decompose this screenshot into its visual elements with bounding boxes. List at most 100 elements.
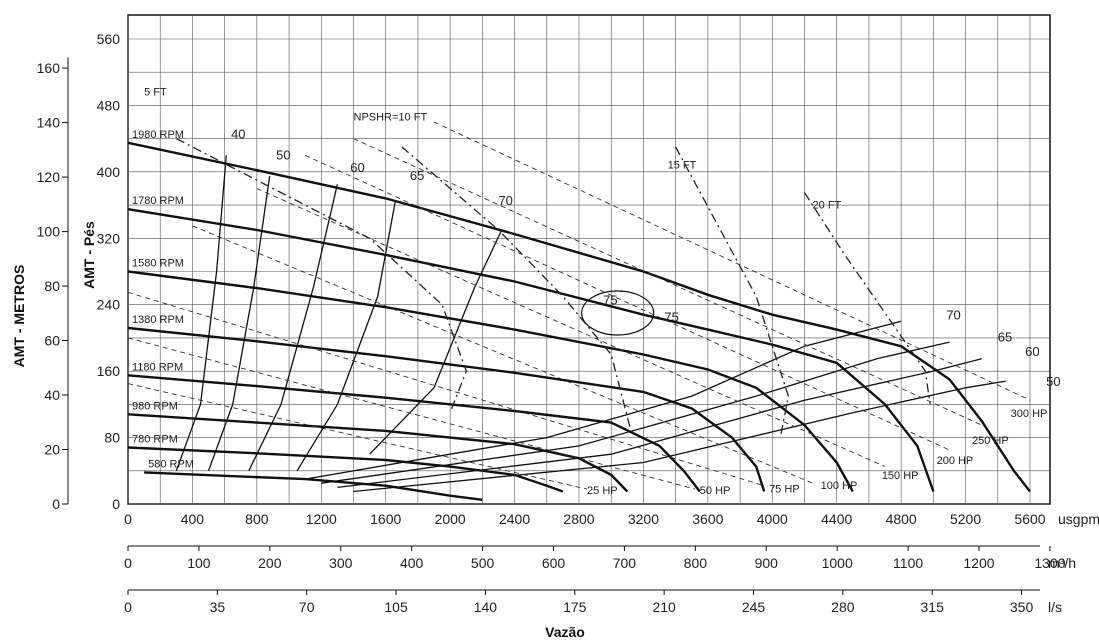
x-tick-m3h: 1200 — [963, 555, 994, 571]
x-tick-usgpm: 0 — [124, 511, 132, 527]
x-tick-ls: 105 — [384, 599, 408, 615]
x-unit-m3h: m³/h — [1048, 555, 1076, 571]
x-tick-ls: 210 — [652, 599, 676, 615]
y-tick-feet: 560 — [97, 31, 121, 47]
x-tick-usgpm: 4800 — [886, 511, 917, 527]
y-tick-feet: 480 — [97, 97, 121, 113]
power-label: 150 HP — [882, 470, 919, 482]
x-tick-usgpm: 3200 — [628, 511, 659, 527]
x-tick-ls: 175 — [563, 599, 587, 615]
efficiency-label: 50 — [1046, 374, 1060, 389]
power-line — [127, 337, 696, 490]
x-tick-ls: 350 — [1010, 599, 1034, 615]
npshr-label: NPSHR=10 FT — [354, 111, 428, 123]
x-tick-usgpm: 4000 — [757, 511, 788, 527]
x-unit-usgpm: usgpm — [1058, 511, 1099, 527]
speed-curve — [127, 208, 935, 492]
power-line — [256, 188, 886, 468]
efficiency-label: 75 — [603, 293, 617, 308]
speed-curve-label: 580 RPM — [148, 458, 194, 470]
npshr-label: 20 FT — [813, 199, 842, 211]
efficiency-label: 70 — [498, 193, 512, 208]
x-tick-ls: 280 — [831, 599, 855, 615]
x-tick-usgpm: 2400 — [499, 511, 530, 527]
y-tick-meters: 80 — [44, 278, 60, 294]
efficiency-label: 60 — [350, 160, 364, 175]
speed-curve — [127, 413, 629, 493]
speed-curve-label: 780 RPM — [132, 434, 178, 446]
x-tick-ls: 140 — [474, 599, 498, 615]
annotations: 1980 RPM 1780 RPM 1580 RPM 1380 RPM 1180 RPM… — [132, 86, 1061, 497]
y-tick-meters: 0 — [52, 496, 60, 512]
efficiency-label: 65 — [998, 329, 1012, 344]
x-tick-m3h: 400 — [400, 555, 424, 571]
x-tick-ls: 315 — [921, 599, 945, 615]
power-label: 25 HP — [587, 485, 618, 497]
x-unit-ls: l/s — [1048, 599, 1062, 615]
speed-curve-label: 1580 RPM — [132, 258, 184, 270]
efficiency-curve — [337, 358, 982, 489]
power-line — [127, 383, 588, 490]
y-tick-meters: 100 — [37, 224, 61, 240]
x-tick-m3h: 700 — [613, 555, 637, 571]
efficiency-curve — [207, 175, 271, 472]
npshr-line — [675, 146, 790, 438]
y-tick-meters: 160 — [37, 60, 61, 76]
y-tick-meters: 40 — [44, 387, 60, 403]
speed-curve — [144, 471, 483, 501]
power-line — [433, 121, 1031, 401]
x-tick-m3h: 500 — [471, 555, 495, 571]
gridlines — [127, 15, 1050, 505]
speed-curve-label: 1180 RPM — [132, 361, 183, 373]
efficiency-label: 40 — [231, 127, 245, 142]
y-tick-meters: 60 — [44, 333, 60, 349]
x-tick-m3h: 1100 — [893, 555, 923, 571]
speed-curve-label: 1380 RPM — [132, 314, 184, 326]
x-tick-usgpm: 800 — [245, 511, 269, 527]
power-line — [127, 291, 765, 487]
plot-area — [127, 14, 1051, 505]
speed-curve-label: 980 RPM — [132, 400, 178, 412]
efficiency-label: 50 — [276, 147, 290, 162]
speed-curve — [127, 374, 701, 493]
x-tick-m3h: 900 — [755, 555, 779, 571]
efficiency-curve — [321, 341, 950, 484]
efficiency-label: 75 — [664, 309, 678, 324]
x-tick-ls: 70 — [299, 599, 315, 615]
power-label: 100 HP — [821, 480, 858, 492]
x-tick-usgpm: 2800 — [563, 511, 594, 527]
efficiency-curve — [175, 155, 227, 472]
x-tick-usgpm: 400 — [181, 511, 205, 527]
x-tick-m3h: 0 — [124, 555, 132, 571]
x-tick-ls: 0 — [124, 599, 132, 615]
x-tick-m3h: 1000 — [822, 555, 853, 571]
x-tick-usgpm: 1600 — [370, 511, 401, 527]
efficiency-label: 65 — [410, 168, 424, 183]
x-axis-title: Vazão — [545, 624, 585, 640]
x-tick-usgpm: 2000 — [435, 511, 466, 527]
power-label: 300 HP — [1011, 408, 1048, 420]
y-axis-title-meters: AMT - METROS — [11, 265, 27, 368]
x-tick-usgpm: 3600 — [692, 511, 723, 527]
x-tick-m3h: 300 — [329, 555, 353, 571]
y-tick-feet: 80 — [104, 430, 120, 446]
power-label: 50 HP — [700, 485, 731, 497]
y-tick-meters: 140 — [37, 115, 61, 131]
npshr-line — [176, 138, 467, 413]
speed-curve — [127, 270, 854, 493]
y-axis-title-feet: AMT - Pés — [81, 221, 97, 289]
x-tick-m3h: 100 — [187, 555, 211, 571]
efficiency-island — [581, 290, 655, 336]
power-label: 250 HP — [972, 435, 1009, 447]
efficiency-curve — [248, 184, 339, 472]
speed-curve — [127, 141, 1031, 493]
y-tick-feet: 0 — [112, 496, 120, 512]
speed-curve — [127, 326, 766, 492]
power-line — [353, 138, 982, 426]
y-tick-feet: 160 — [97, 363, 121, 379]
npshr-label: 5 FT — [144, 86, 167, 98]
x-tick-m3h: 800 — [684, 555, 708, 571]
curves — [127, 121, 1031, 501]
x-tick-ls: 35 — [210, 599, 226, 615]
y-tick-meters: 120 — [37, 169, 61, 185]
